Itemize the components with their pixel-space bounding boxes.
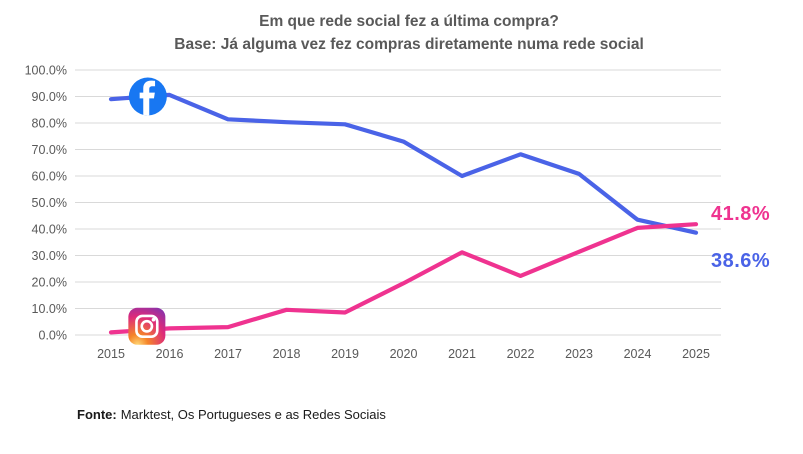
- source-label: Fonte:: [77, 407, 117, 422]
- x-axis-tick-label: 2015: [97, 347, 125, 361]
- facebook-icon: [128, 77, 167, 116]
- instagram-icon: [128, 307, 166, 345]
- y-axis-tick-label: 100.0%: [25, 64, 67, 78]
- instagram-line: [108, 222, 699, 335]
- x-axis-tick-label: 2018: [273, 347, 301, 361]
- x-axis-tick-label: 2021: [448, 347, 476, 361]
- source-text: Marktest, Os Portugueses e as Redes Soci…: [120, 407, 386, 422]
- y-axis-tick-label: 0.0%: [39, 329, 68, 343]
- chart-title: Em que rede social fez a última compra? …: [0, 10, 803, 56]
- x-axis-tick-label: 2024: [624, 347, 652, 361]
- facebook-value-label: 38.6%: [711, 250, 771, 272]
- x-axis-tick-label: 2025: [682, 347, 710, 361]
- x-axis-tick-label: 2020: [390, 347, 418, 361]
- y-axis-tick-label: 30.0%: [32, 249, 67, 263]
- y-axis-tick-label: 60.0%: [32, 170, 67, 184]
- facebook-line: [108, 92, 699, 235]
- y-axis-tick-label: 90.0%: [32, 90, 67, 104]
- y-axis-tick-label: 80.0%: [32, 117, 67, 131]
- y-axis-tick-label: 20.0%: [32, 276, 67, 290]
- source-note: Fonte: Marktest, Os Portugueses e as Rede…: [77, 407, 386, 422]
- chart-title-line1: Em que rede social fez a última compra?: [259, 13, 559, 30]
- y-axis-tick-label: 70.0%: [32, 143, 67, 157]
- x-axis-tick-label: 2019: [331, 347, 359, 361]
- instagram-value-label: 41.8%: [711, 203, 771, 225]
- x-axis-tick-label: 2016: [156, 347, 184, 361]
- y-axis-tick-label: 50.0%: [32, 196, 67, 210]
- x-axis-tick-label: 2023: [565, 347, 593, 361]
- chart-title-line2: Base: Já alguma vez fez compras diretame…: [174, 36, 644, 53]
- x-axis-tick-label: 2022: [507, 347, 535, 361]
- x-axis-tick-label: 2017: [214, 347, 242, 361]
- y-axis-tick-label: 40.0%: [32, 223, 67, 237]
- y-axis-tick-label: 10.0%: [32, 302, 67, 316]
